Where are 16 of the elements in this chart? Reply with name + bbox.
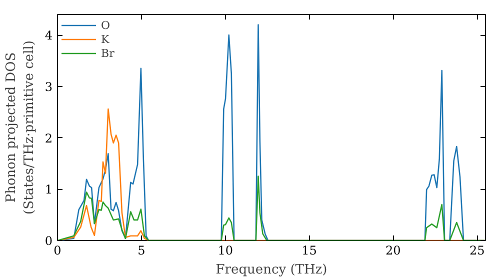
- x-tick-label: 10: [218, 244, 233, 258]
- x-tick-label: 25: [469, 244, 485, 258]
- x-tick-label: 15: [302, 244, 317, 258]
- x-tick-label: 0: [54, 244, 62, 258]
- y-tick-label: 4: [44, 28, 53, 43]
- x-axis-title: Frequency (THz): [216, 262, 328, 278]
- legend-label: K: [101, 32, 110, 46]
- legend-label: O: [101, 18, 112, 32]
- x-tick-label: 20: [386, 244, 401, 258]
- legend-label: Br: [101, 46, 116, 60]
- y-tick-label: 3: [44, 80, 53, 94]
- y-tick-label: 0: [44, 234, 53, 248]
- y-tick-label: 1: [44, 182, 53, 197]
- y-tick-label: 2: [44, 131, 53, 146]
- y-axis-title: Phonon projected DOS (States/THz·primitive cell): [4, 40, 37, 214]
- x-tick-label: 5: [138, 244, 146, 258]
